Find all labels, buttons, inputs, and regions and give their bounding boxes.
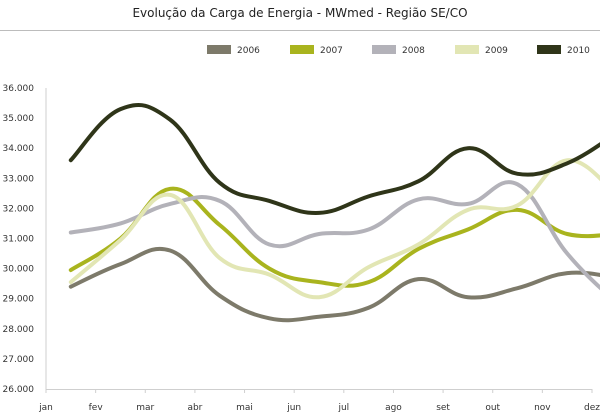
series-line-2008 (68, 180, 600, 291)
x-tick-label: jul (337, 403, 349, 413)
y-tick-label: 32.000 (3, 204, 35, 214)
legend-swatch-2009 (455, 45, 479, 54)
series-lines (68, 102, 600, 323)
y-tick-label: 30.000 (3, 265, 35, 275)
legend-label-2010: 2010 (567, 46, 590, 56)
x-tick-label: out (485, 403, 500, 413)
chart-title: Evolução da Carga de Energia - MWmed - R… (132, 6, 467, 20)
x-tick-label: dez (584, 403, 600, 413)
x-tick-label: jan (38, 403, 53, 413)
series-line-2006 (68, 246, 600, 323)
legend-swatch-2007 (290, 45, 314, 54)
y-tick-label: 33.000 (3, 174, 35, 184)
legend-label-2007: 2007 (320, 46, 343, 56)
series-line-2009 (68, 158, 600, 300)
series-line-2010 (68, 102, 600, 215)
x-tick-label: mai (236, 403, 253, 413)
y-tick-label: 35.000 (3, 114, 35, 124)
y-tick-label: 28.000 (3, 325, 35, 335)
y-tick-label: 36.000 (3, 84, 35, 94)
legend-label-2006: 2006 (237, 46, 260, 56)
legend-swatch-2008 (372, 45, 396, 54)
legend-swatch-2006 (207, 45, 231, 54)
y-axis-ticks: 26.000 27.000 28.000 29.000 30.000 31.000 32.0… (3, 84, 35, 395)
legend: 2006 2007 2008 2009 2010 (207, 45, 590, 56)
x-tick-label: fev (89, 403, 104, 413)
x-tick-label: set (436, 403, 450, 413)
x-axis-ticks: jan fev mar abr mai jun jul ago set out nov dez (38, 389, 600, 413)
legend-label-2009: 2009 (485, 46, 508, 56)
x-tick-label: mar (136, 403, 154, 413)
y-tick-label: 34.000 (3, 144, 35, 154)
x-tick-label: jun (286, 403, 301, 413)
x-tick-label: abr (187, 403, 202, 413)
x-tick-label: ago (385, 403, 402, 413)
series-line-2007 (68, 186, 600, 288)
legend-label-2008: 2008 (402, 46, 425, 56)
axes (45, 88, 592, 390)
y-tick-label: 27.000 (3, 355, 35, 365)
x-tick-label: nov (534, 403, 551, 413)
y-tick-label: 31.000 (3, 235, 35, 245)
y-tick-label: 29.000 (3, 295, 35, 305)
legend-swatch-2010 (537, 45, 561, 54)
y-tick-label: 26.000 (3, 385, 35, 395)
